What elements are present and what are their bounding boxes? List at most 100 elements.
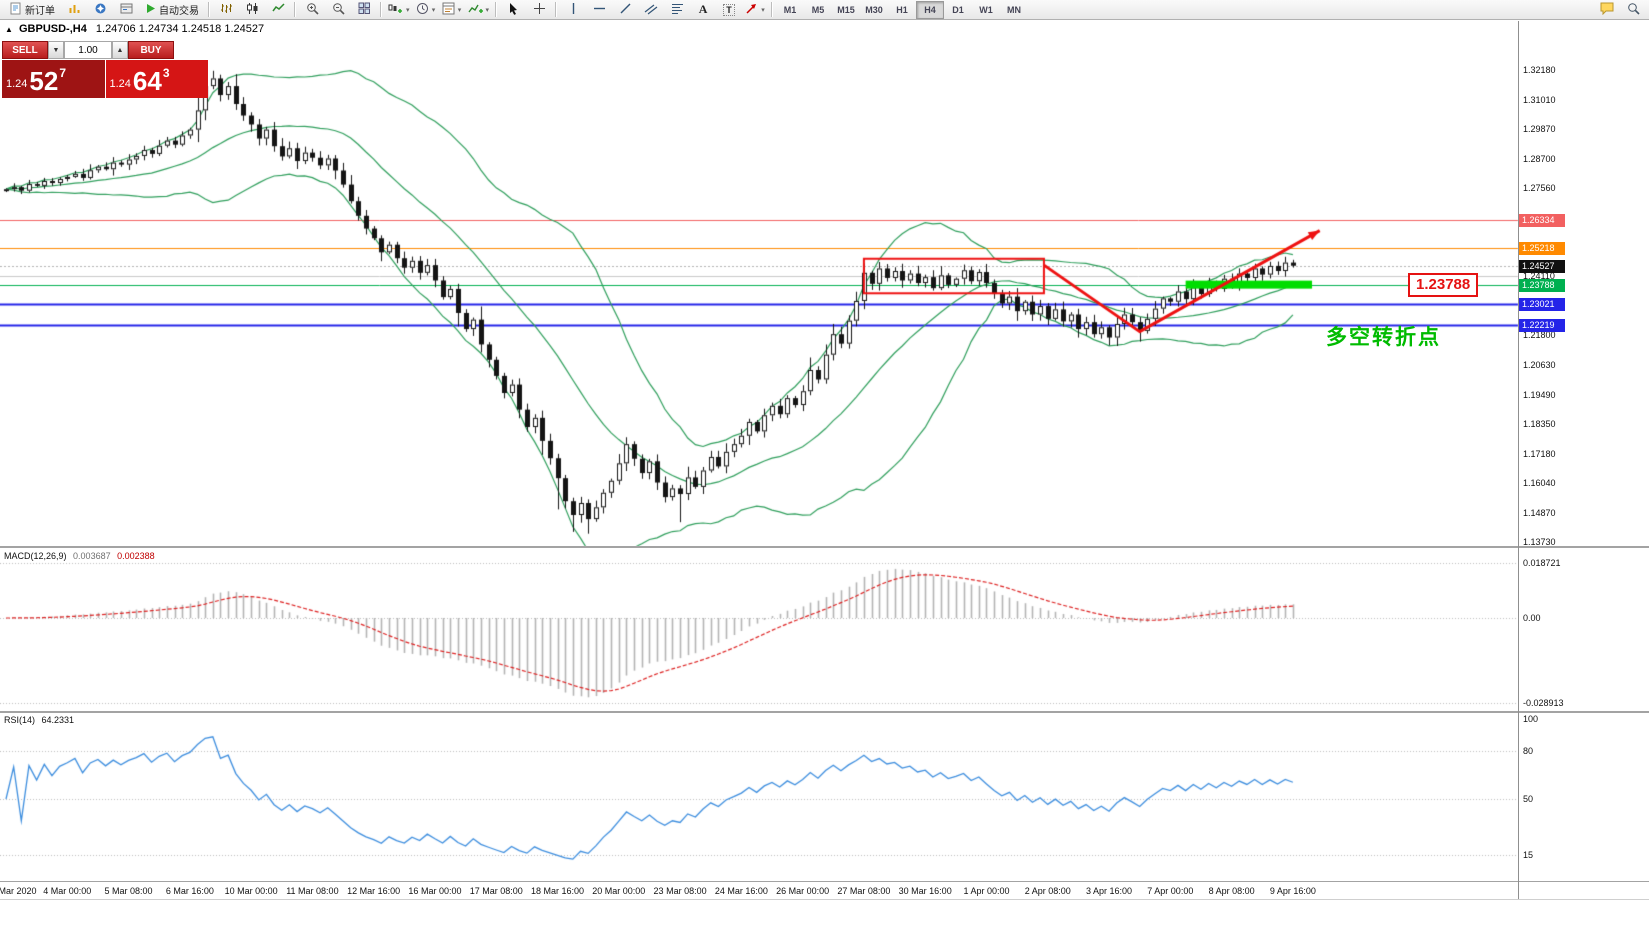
time-axis-label: 17 Mar 08:00 xyxy=(469,886,523,896)
toolbar-right-group xyxy=(1594,0,1646,20)
timeframe-m1[interactable]: M1 xyxy=(783,4,797,15)
arrows-tool-button[interactable]: ▾ xyxy=(742,0,768,20)
line-chart-button[interactable] xyxy=(265,0,291,20)
vertical-line-tool-button[interactable] xyxy=(560,0,586,20)
collapse-panel-icon[interactable]: ▲ xyxy=(5,25,13,34)
time-axis-label: 7 Apr 00:00 xyxy=(1147,886,1194,896)
sell-button[interactable]: SELL xyxy=(2,41,48,59)
price-axis-label: 1.32180 xyxy=(1523,65,1556,75)
price-axis-label: 1.29870 xyxy=(1523,124,1556,135)
new-chart-icon xyxy=(388,2,403,18)
dropdown-arrow-icon: ▾ xyxy=(761,6,765,14)
time-axis-label: 4 Mar 00:00 xyxy=(43,886,92,896)
sell-price-display[interactable]: 1.24 52 7 xyxy=(2,60,105,98)
search-icon xyxy=(1627,2,1640,18)
timeframe-mn[interactable]: MN xyxy=(1007,4,1022,15)
lot-decrease-button[interactable]: ▼ xyxy=(48,41,64,59)
template-button[interactable]: ▾ xyxy=(439,0,465,20)
navigator-button[interactable] xyxy=(87,0,113,20)
rsi-value: 64.2331 xyxy=(41,715,75,725)
autotrading-button[interactable]: 自动交易 xyxy=(139,0,205,20)
time-axis-label: 27 Mar 08:00 xyxy=(837,886,891,896)
dropdown-arrow-icon: ▾ xyxy=(457,6,462,14)
buy-button[interactable]: BUY xyxy=(128,41,174,59)
timeframe-h4[interactable]: H4 xyxy=(916,0,945,19)
candlestick-chart-button[interactable] xyxy=(239,0,265,20)
channel-icon xyxy=(644,2,658,18)
time-axis-label: 1 Apr 00:00 xyxy=(963,886,1010,896)
price-tag: 1.25218 xyxy=(1519,242,1565,256)
time-axis-label: 23 Mar 08:00 xyxy=(653,886,707,896)
panel-separator[interactable] xyxy=(0,881,1649,882)
vertical-line-icon xyxy=(567,2,580,18)
price-tag: 1.24527 xyxy=(1519,259,1565,273)
one-click-trade-panel: SELL ▼ ▲ BUY 1.24 52 7 1.24 64 3 xyxy=(2,41,208,98)
time-axis-label: 26 Mar 00:00 xyxy=(776,886,830,896)
candlestick-chart-icon xyxy=(246,2,259,18)
timeframe-m5[interactable]: M5 xyxy=(811,4,825,15)
zoom-in-icon xyxy=(306,2,319,18)
horizontal-line-tool-button[interactable] xyxy=(586,0,612,20)
macd-name: MACD(12,26,9) xyxy=(4,551,67,561)
zoom-out-button[interactable] xyxy=(325,0,351,20)
chart-period-button[interactable]: ▾ xyxy=(413,0,439,20)
rsi-axis-label: 80 xyxy=(1523,746,1534,756)
indicators-button[interactable]: ▾ xyxy=(465,0,493,20)
zoom-in-button[interactable] xyxy=(299,0,325,20)
rsi-axis-label: 50 xyxy=(1523,794,1534,804)
time-axis-label: 2 Apr 08:00 xyxy=(1024,886,1071,896)
price-axis-label: 1.19490 xyxy=(1523,389,1556,400)
time-axis-border xyxy=(0,899,1649,900)
market-watch-button[interactable] xyxy=(61,0,87,20)
text-label-icon: T xyxy=(723,3,735,16)
trendline-tool-button[interactable] xyxy=(612,0,638,20)
terminal-button[interactable] xyxy=(113,0,139,20)
zoom-out-icon xyxy=(332,2,345,18)
arrow-shape-icon xyxy=(745,2,758,18)
sell-price-base: 1.24 xyxy=(6,78,28,90)
timeframe-w1[interactable]: W1 xyxy=(979,4,993,15)
text-tool-button[interactable]: A xyxy=(690,0,716,20)
sell-price-pips: 52 xyxy=(29,66,59,96)
panel-separator[interactable] xyxy=(0,546,1649,548)
dropdown-arrow-icon: ▾ xyxy=(485,6,490,14)
price-axis-label: 1.20630 xyxy=(1523,360,1556,371)
toolbar-separator xyxy=(294,2,296,17)
channel-tool-button[interactable] xyxy=(638,0,664,20)
new-order-button[interactable]: 新订单 xyxy=(3,0,61,20)
search-button[interactable] xyxy=(1620,0,1646,20)
new-chart-button[interactable]: ▾ xyxy=(385,0,413,20)
price-axis-label: 1.28700 xyxy=(1523,154,1556,164)
clock-icon xyxy=(416,2,429,18)
new-order-icon xyxy=(9,2,22,18)
fibonacci-tool-button[interactable] xyxy=(664,0,690,20)
price-axis-label: 1.21800 xyxy=(1523,330,1556,341)
timeframe-m30[interactable]: M30 xyxy=(865,4,883,15)
trend-note: 多空转折点 xyxy=(1326,325,1441,349)
horizontal-line-icon xyxy=(593,2,606,18)
lot-increase-button[interactable]: ▲ xyxy=(112,41,128,59)
template-icon xyxy=(442,2,455,18)
panel-separator[interactable] xyxy=(0,711,1649,713)
lot-size-input[interactable] xyxy=(64,41,112,59)
price-axis-label: 1.24110 xyxy=(1523,271,1555,282)
price-tag: 1.26334 xyxy=(1519,213,1565,227)
price-axis-label: 1.16040 xyxy=(1523,477,1556,488)
buy-price-display[interactable]: 1.24 64 3 xyxy=(105,60,208,98)
timeframe-m15[interactable]: M15 xyxy=(837,4,855,15)
time-axis-label: Mar 2020 xyxy=(0,886,37,896)
price-axis-label: 1.13730 xyxy=(1523,536,1556,547)
price-axis-label: 1.31010 xyxy=(1523,94,1556,105)
price-callout: 1.23788 xyxy=(1408,272,1479,297)
tile-windows-button[interactable] xyxy=(351,0,377,20)
chat-button[interactable] xyxy=(1594,0,1620,20)
timeframe-h1[interactable]: H1 xyxy=(896,4,908,15)
text-label-tool-button[interactable]: T xyxy=(716,0,742,20)
timeframe-d1[interactable]: D1 xyxy=(952,4,964,15)
bar-chart-button[interactable] xyxy=(213,0,239,20)
crosshair-button[interactable] xyxy=(526,0,552,20)
crosshair-icon xyxy=(533,2,546,18)
cursor-button[interactable] xyxy=(500,0,526,20)
